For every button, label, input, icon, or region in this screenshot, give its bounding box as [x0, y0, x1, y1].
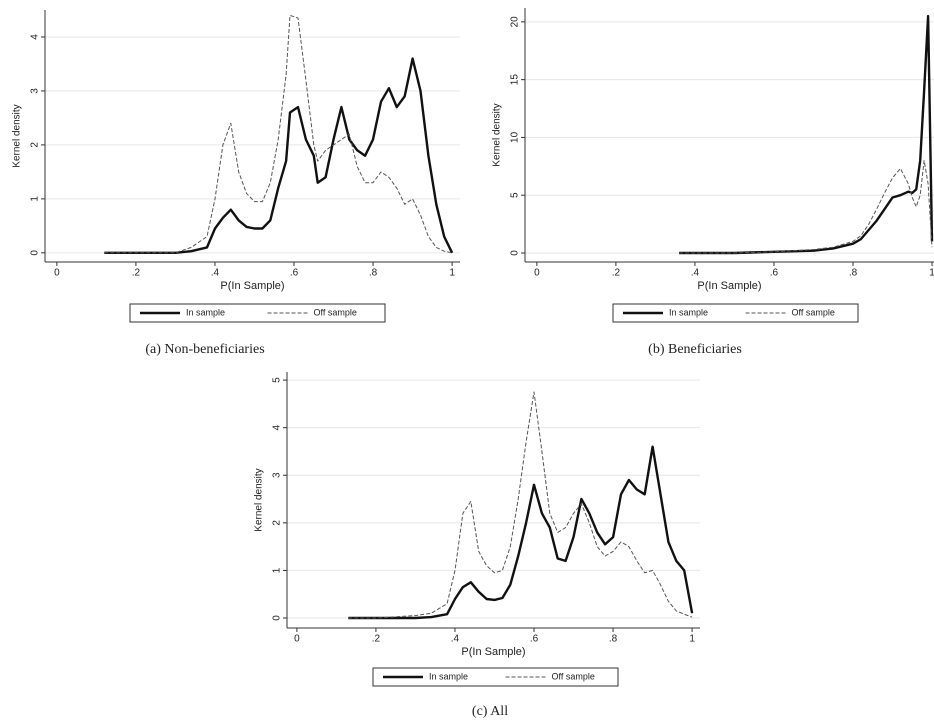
caption: (c) All	[472, 704, 508, 719]
y-tick-label: 4	[30, 34, 41, 40]
x-tick-label: .4	[211, 268, 220, 279]
x-tick-label: 0	[54, 268, 60, 279]
y-tick-label: 0	[30, 250, 41, 256]
x-axis-label: P(In Sample)	[461, 646, 525, 658]
x-tick-label: .6	[290, 268, 299, 279]
legend-label: Off sample	[792, 307, 835, 317]
density-line	[348, 391, 693, 619]
y-tick-label: 10	[510, 131, 521, 143]
y-tick-label: 1	[272, 567, 283, 573]
x-tick-label: .2	[612, 268, 621, 279]
y-tick-label: 15	[510, 74, 521, 86]
legend-label: In sample	[669, 307, 708, 317]
legend-label: Off sample	[552, 671, 595, 681]
y-tick-label: 2	[272, 520, 283, 526]
density-line	[679, 160, 933, 254]
legend-label: Off sample	[314, 307, 357, 317]
y-tick-label: 5	[272, 377, 283, 383]
density-line	[348, 445, 694, 620]
y-tick-label: 0	[272, 615, 283, 621]
x-tick-label: .6	[770, 268, 779, 279]
x-tick-label: .4	[691, 268, 700, 279]
y-tick-label: 20	[510, 16, 521, 28]
x-tick-label: 1	[929, 268, 934, 279]
y-axis-label: Kernel density	[12, 104, 23, 167]
x-tick-label: .6	[530, 634, 539, 645]
x-axis-label: P(In Sample)	[697, 280, 761, 292]
x-tick-label: .2	[372, 634, 381, 645]
legend-box	[129, 303, 386, 323]
density-line	[104, 57, 454, 254]
x-axis-label: P(In Sample)	[220, 280, 284, 292]
y-axis-label: Kernel density	[492, 103, 503, 166]
y-tick-label: 2	[30, 142, 41, 148]
x-tick-label: 1	[449, 268, 455, 279]
x-tick-label: .8	[609, 634, 618, 645]
density-line	[679, 14, 934, 255]
y-tick-label: 4	[272, 424, 283, 430]
y-axis-label: Kernel density	[254, 468, 265, 531]
legend-label: In sample	[429, 671, 468, 681]
density-line	[104, 14, 453, 254]
y-tick-label: 0	[510, 250, 521, 256]
x-tick-label: 1	[689, 634, 695, 645]
caption: (b) Beneficiaries	[648, 342, 742, 357]
y-tick-label: 3	[272, 472, 283, 478]
y-tick-label: 1	[30, 196, 41, 202]
caption: (a) Non-beneficiaries	[145, 342, 264, 357]
y-tick-label: 5	[510, 192, 521, 198]
y-tick-label: 3	[30, 88, 41, 94]
x-tick-label: .2	[132, 268, 141, 279]
legend-box	[612, 303, 859, 323]
x-tick-label: .8	[369, 268, 378, 279]
x-tick-label: 0	[294, 634, 300, 645]
legend-label: In sample	[186, 307, 225, 317]
x-tick-label: 0	[534, 268, 540, 279]
legend-box	[372, 667, 619, 687]
x-tick-label: .8	[849, 268, 858, 279]
x-tick-label: .4	[451, 634, 460, 645]
